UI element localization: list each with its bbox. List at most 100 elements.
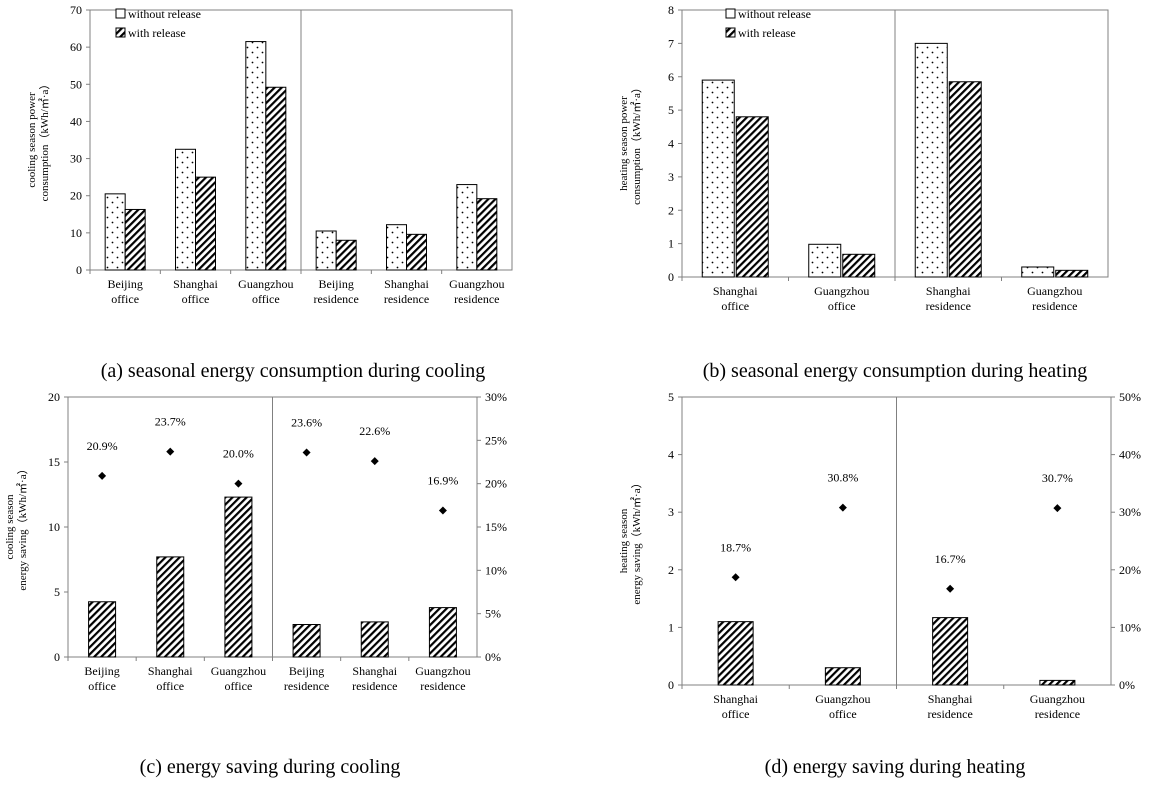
category-label: residence xyxy=(420,679,465,693)
saving-rate-point xyxy=(302,448,311,457)
category-label: residence xyxy=(927,707,972,721)
y2-tick-label: 10% xyxy=(1119,620,1141,634)
bar-with-release xyxy=(1039,679,1076,686)
caption: (c) energy saving during cooling xyxy=(140,756,401,778)
data-label: 16.7% xyxy=(935,552,966,566)
saving-rate-point xyxy=(234,479,243,488)
y-tick-label: 6 xyxy=(668,70,674,84)
category-label: office xyxy=(182,292,210,306)
category-label: office xyxy=(252,292,280,306)
legend-label: without release xyxy=(128,7,201,21)
bar-with-release xyxy=(735,116,769,278)
category-label: office xyxy=(111,292,139,306)
bar-without-release xyxy=(456,184,478,271)
legend-swatch xyxy=(115,8,126,19)
y-tick-label: 40 xyxy=(70,114,82,128)
saving-rate-point xyxy=(731,573,740,582)
bar-with-release xyxy=(842,253,876,278)
y-tick-label: 0 xyxy=(668,678,674,692)
category-label: Shanghai xyxy=(352,664,397,678)
category-label: Shanghai xyxy=(713,284,758,298)
y-tick-label: 1 xyxy=(668,620,674,634)
y-axis-label-line: cooling season power xyxy=(26,92,38,188)
data-label: 23.6% xyxy=(291,415,322,429)
y-tick-label: 5 xyxy=(668,103,674,117)
bar-with-release xyxy=(824,667,861,686)
bar-with-release xyxy=(335,239,357,271)
y-tick-label: 4 xyxy=(668,137,674,151)
y-tick-label: 20 xyxy=(48,390,60,404)
bar-with-release xyxy=(224,496,253,658)
y-tick-label: 20 xyxy=(70,189,82,203)
saving-rate-point xyxy=(946,584,955,593)
category-label: residence xyxy=(284,679,329,693)
category-label: Shanghai xyxy=(384,277,429,291)
bar-with-release xyxy=(124,208,146,271)
chart-b: 0 1 2 3 4 5 6 7 8 heating season powerconsumption… xyxy=(618,3,1109,382)
category-label: office xyxy=(225,679,253,693)
y-tick-label: 5 xyxy=(54,585,60,599)
y2-tick-label: 40% xyxy=(1119,448,1141,462)
caption: (d) energy saving during heating xyxy=(765,756,1026,778)
y-tick-label: 30 xyxy=(70,152,82,166)
category-label: Guangzhou xyxy=(211,664,266,678)
category-label: Guangzhou xyxy=(1027,284,1082,298)
legend-swatch xyxy=(725,8,736,19)
y-axis-label-line: energy saving（kWh/㎡·a） xyxy=(630,477,643,604)
data-label: 20.9% xyxy=(87,439,118,453)
y-axis-label-line: energy saving（kWh/㎡·a） xyxy=(16,463,29,590)
bar-with-release xyxy=(948,81,982,278)
y-tick-label: 3 xyxy=(668,505,674,519)
y-tick-label: 50 xyxy=(70,77,82,91)
y-tick-label: 1 xyxy=(668,237,674,251)
category-label: office xyxy=(88,679,116,693)
bar-without-release xyxy=(104,193,126,271)
category-label: office xyxy=(829,707,857,721)
bar-without-release xyxy=(808,243,842,278)
y-tick-label: 2 xyxy=(668,563,674,577)
bar-with-release xyxy=(156,556,185,658)
category-label: office xyxy=(722,707,750,721)
legend-label: with release xyxy=(128,26,186,40)
y-tick-label: 5 xyxy=(668,390,674,404)
category-label: Guangzhou xyxy=(449,277,504,291)
category-label: residence xyxy=(1035,707,1080,721)
y2-tick-label: 30% xyxy=(1119,505,1141,519)
bar-without-release xyxy=(914,42,948,278)
category-label: residence xyxy=(926,299,971,313)
legend: without release with release xyxy=(725,7,811,40)
y2-tick-label: 30% xyxy=(485,390,507,404)
category-label: Guangzhou xyxy=(815,692,870,706)
bar-with-release xyxy=(717,621,754,686)
y2-tick-label: 0% xyxy=(1119,678,1135,692)
y-axis-label: heating season powerconsumption（kWh/㎡·a） xyxy=(618,82,643,205)
y-axis-label: cooling seasonenergy saving（kWh/㎡·a） xyxy=(4,463,29,590)
category-label: Guangzhou xyxy=(1030,692,1085,706)
category-label: Shanghai xyxy=(148,664,193,678)
bar-with-release xyxy=(1055,269,1089,278)
y-tick-label: 8 xyxy=(668,3,674,17)
category-label: residence xyxy=(1032,299,1077,313)
y-tick-label: 2 xyxy=(668,203,674,217)
bar-without-release xyxy=(175,148,196,271)
y-axis-label-line: consumption（kWh/㎡·a） xyxy=(38,79,51,202)
bar-with-release xyxy=(265,86,287,271)
y2-tick-label: 25% xyxy=(485,433,507,447)
saving-rate-point xyxy=(838,503,847,512)
category-label: Guangzhou xyxy=(238,277,293,291)
y-tick-label: 0 xyxy=(54,650,60,664)
data-label: 30.8% xyxy=(827,471,858,485)
bar-without-release xyxy=(245,41,267,271)
y-axis-label: cooling season powerconsumption（kWh/㎡·a） xyxy=(26,79,51,202)
y2-tick-label: 0% xyxy=(485,650,501,664)
category-label: residence xyxy=(314,292,359,306)
y-tick-label: 0 xyxy=(668,270,674,284)
data-label: 18.7% xyxy=(720,540,751,554)
data-label: 30.7% xyxy=(1042,471,1073,485)
y-tick-label: 10 xyxy=(48,520,60,534)
y-tick-label: 60 xyxy=(70,40,82,54)
y2-tick-label: 20% xyxy=(1119,563,1141,577)
bar-with-release xyxy=(195,176,216,271)
y2-tick-label: 20% xyxy=(485,477,507,491)
